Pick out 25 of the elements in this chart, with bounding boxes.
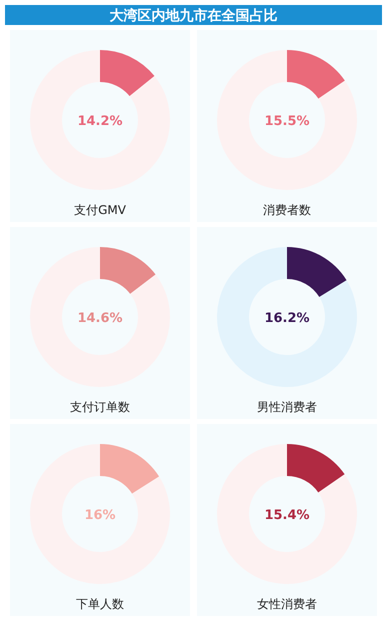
text: 支付订单数: [70, 400, 130, 414]
text: 男性消费者: [257, 400, 317, 414]
donut-slice: [100, 50, 154, 96]
donut-slice: [217, 444, 357, 584]
text: 支付GMV: [74, 203, 127, 217]
donut-slice: [287, 444, 345, 492]
donut-slice: [287, 50, 345, 99]
donut-slice: [100, 444, 160, 494]
donut-slice: [217, 247, 357, 387]
text: 14.2%: [77, 114, 123, 129]
text: 14.6%: [77, 311, 123, 326]
text: 消费者数: [263, 203, 311, 217]
donut-slice: [30, 50, 170, 190]
text: 下单人数: [76, 597, 124, 611]
text: 16.2%: [264, 311, 310, 326]
text: 15.5%: [264, 114, 310, 129]
donut-slice: [217, 50, 357, 190]
donut-slice: [287, 247, 347, 298]
text: 大湾区内地九市在全国占比: [110, 7, 278, 24]
text: 15.4%: [264, 508, 310, 523]
donut-slice: [100, 247, 156, 294]
text: 16%: [84, 508, 116, 523]
text: 女性消费者: [257, 597, 317, 611]
donut-slice: [30, 444, 170, 584]
donut-slice: [30, 247, 170, 387]
